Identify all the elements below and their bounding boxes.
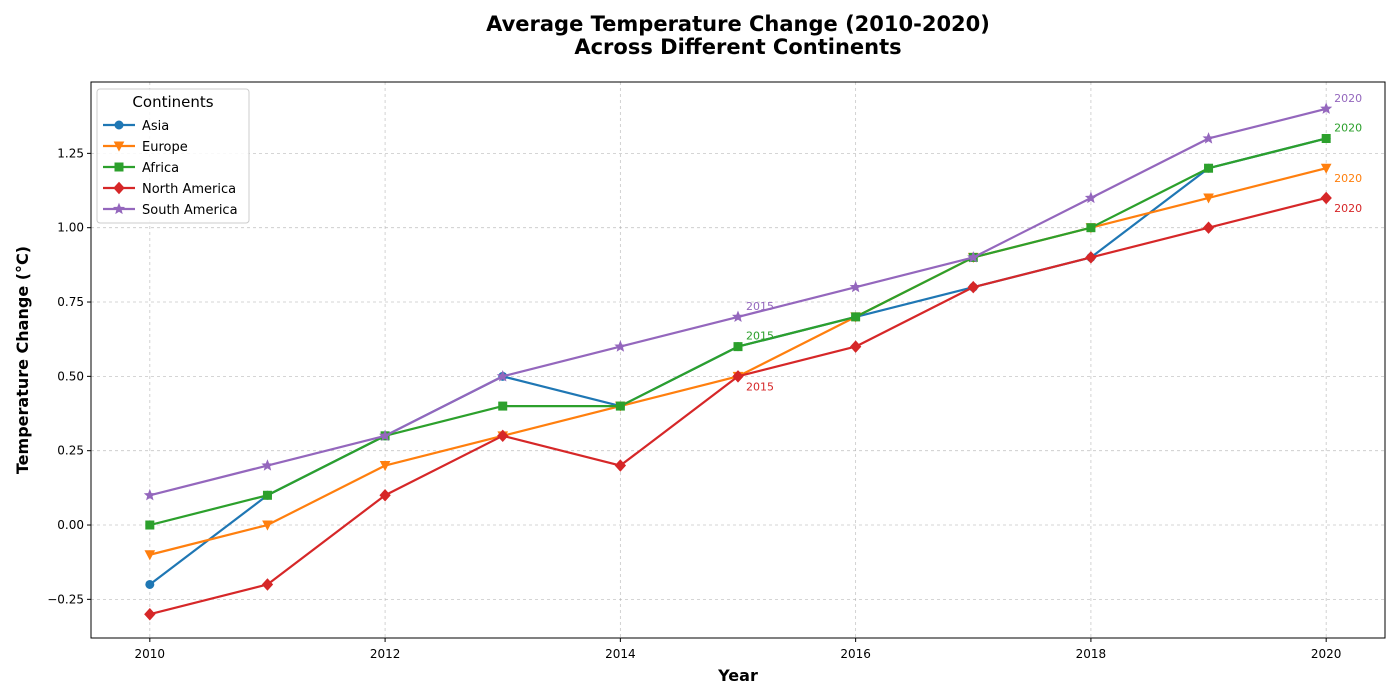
legend: Continents Asia Europe Africa North America… [96,88,250,224]
legend-swatch-marker [114,120,124,130]
data-point-south-america [496,370,509,382]
data-point-asia [145,579,155,589]
annotation-label: 2020 [1334,92,1362,105]
x-tick-label: 2012 [370,647,401,661]
data-point-europe [1320,163,1332,174]
data-point-north-america [849,340,862,353]
legend-title: Continents [132,93,213,111]
annotation-label: 2015 [746,380,774,393]
y-tick-label: 0.50 [57,369,84,383]
y-tick-label: 0.25 [57,444,84,458]
legend-entry-south-america: South America [103,202,238,218]
annotation-label: 2015 [746,330,774,343]
data-point-europe [1203,193,1214,204]
data-point-north-america [497,429,509,443]
data-point-north-america [732,370,744,383]
x-tick-label: 2016 [840,647,871,661]
series-lines [143,102,1333,621]
data-point-europe [379,461,391,472]
data-point-africa [262,490,272,500]
annotations: 2015 2015 2015 2020 2020 2020 2020 [746,92,1362,394]
x-tick-label: 2018 [1076,647,1107,661]
data-point-africa [1321,133,1331,143]
data-point-south-america [1084,191,1097,204]
series-africa [145,133,1331,530]
plot-area-frame [90,81,1386,639]
data-point-north-america [1085,251,1097,264]
y-tick-label: 1.25 [57,146,84,160]
data-point-south-america [261,459,274,471]
data-point-south-america [1320,102,1333,114]
data-point-south-america [731,310,745,323]
legend-entry-africa: Africa [103,161,179,176]
annotation-label: 2020 [1334,202,1362,215]
legend-entry-north-america: North America [103,181,236,197]
legend-swatch-marker [113,141,125,152]
y-tick-label: −0.25 [47,592,84,606]
data-point-south-america [967,251,980,263]
chart-title-line-2: Across Different Continents [574,35,901,59]
series-north-america [144,191,1332,621]
x-tick-label: 2020 [1311,647,1342,661]
legend-label: South America [142,203,238,218]
data-point-europe [144,550,156,561]
data-point-africa [733,342,743,352]
x-tick-label: 2010 [135,647,166,661]
data-point-south-america [379,429,392,441]
chart-title-line-1: Average Temperature Change (2010-2020) [486,12,990,36]
legend-swatch-marker [112,202,126,215]
legend-box [96,88,250,224]
data-point-africa [1204,163,1214,173]
data-point-south-america [1202,132,1215,144]
data-point-north-america [261,578,274,591]
legend-swatch-marker [114,162,124,172]
legend-label: Africa [142,161,179,176]
y-tick-label: 0.00 [57,518,84,532]
legend-entry-asia: Asia [103,119,169,134]
data-point-north-america [379,489,391,502]
data-point-north-america [144,607,156,621]
x-axis-label: Year [717,666,758,685]
legend-label: Europe [142,140,188,155]
y-tick-label: 1.00 [57,221,84,235]
data-point-north-america [967,280,979,294]
y-tick-label: 0.75 [57,295,84,309]
legend-swatch-marker [113,181,125,195]
x-tick-label: 2014 [605,647,636,661]
data-point-africa [1086,223,1096,233]
data-point-south-america [849,280,862,293]
data-point-south-america [614,340,627,352]
annotation-label: 2020 [1334,172,1362,185]
y-axis-ticks: −0.25 0.00 0.25 0.50 0.75 1.00 1.25 [47,146,91,606]
data-point-africa [615,401,625,411]
data-point-north-america [1202,221,1215,234]
annotation-label: 2020 [1334,121,1362,134]
legend-label: North America [142,182,236,197]
annotation-label: 2015 [746,300,774,313]
data-point-africa [851,312,861,322]
data-point-north-america [1320,191,1332,205]
legend-label: Asia [142,119,169,134]
data-point-south-america [143,488,156,501]
y-axis-label: Temperature Change (°C) [13,246,32,474]
data-point-north-america [614,459,627,472]
series-south-america [143,102,1333,501]
data-point-africa [145,520,155,530]
x-axis-ticks: 2010 2012 2014 2016 2018 2020 [135,638,1342,661]
legend-entry-europe: Europe [103,140,188,155]
data-point-europe [262,520,273,531]
data-point-africa [498,401,508,411]
